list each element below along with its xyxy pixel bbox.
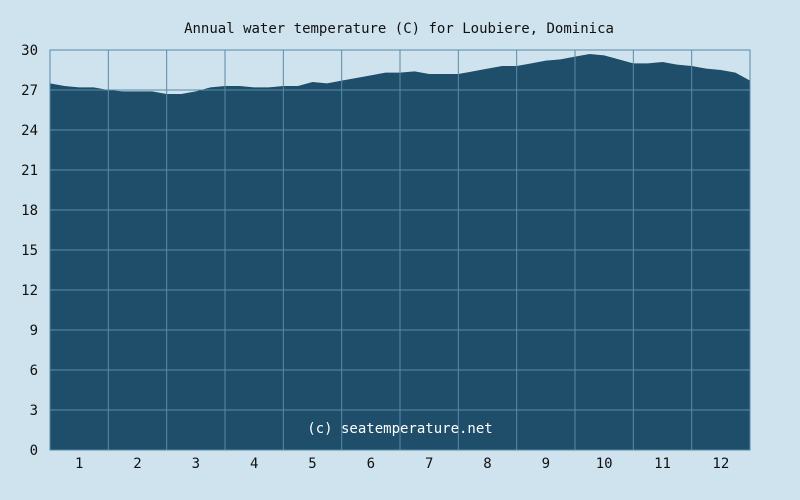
y-tick-label: 21 [21,163,38,179]
y-tick-label: 9 [30,323,38,339]
x-tick-label: 12 [712,456,729,472]
y-tick-label: 27 [21,83,38,99]
y-tick-label: 12 [21,283,38,299]
y-tick-label: 6 [30,363,38,379]
y-tick-label: 30 [21,43,38,59]
x-tick-label: 6 [367,456,375,472]
plot-frame [49,49,751,451]
y-tick-label: 0 [30,443,38,459]
x-tick-label: 8 [483,456,491,472]
grid-layer [49,49,751,451]
y-tick-label: 24 [21,123,38,139]
y-tick-label: 18 [21,203,38,219]
x-tick-label: 9 [542,456,550,472]
y-tick-label: 15 [21,243,38,259]
x-axis-ticks: 1 2 3 4 5 6 7 8 9 10 11 12 [75,456,729,472]
y-tick-label: 3 [30,403,38,419]
x-tick-label: 5 [308,456,316,472]
chart-title: Annual water temperature (C) for Loubier… [184,21,614,37]
x-tick-label: 3 [192,456,200,472]
x-tick-label: 1 [75,456,83,472]
x-tick-label: 11 [654,456,671,472]
y-axis-ticks: 0 3 6 9 12 15 18 21 24 27 30 [21,43,38,459]
watermark-text: (c) seatemperature.net [307,421,492,437]
x-tick-label: 2 [133,456,141,472]
x-tick-label: 10 [596,456,613,472]
x-tick-label: 4 [250,456,258,472]
x-tick-label: 7 [425,456,433,472]
